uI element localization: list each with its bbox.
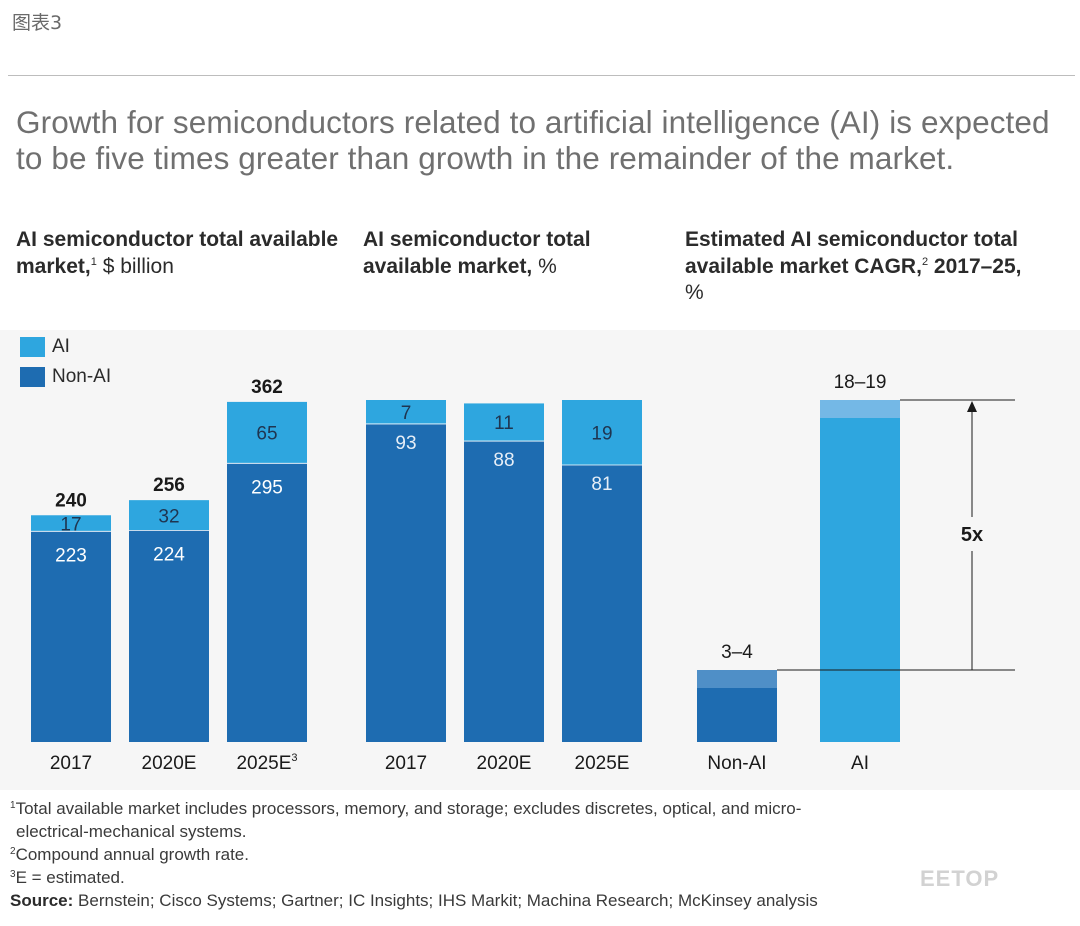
bar-ai — [820, 418, 900, 742]
footnote-1: 1Total available market includes process… — [10, 797, 1075, 820]
footnote-3: 3E = estimated. — [10, 866, 1075, 889]
annotation-background — [946, 517, 998, 551]
annotation-multiplier: 5x — [961, 524, 983, 546]
data-label-range: 18–19 — [834, 372, 887, 393]
data-label-non-ai: 93 — [395, 433, 416, 454]
growth-arrow-head — [967, 401, 977, 412]
data-label-ai: 19 — [591, 423, 612, 444]
bar-range-band-non-ai — [697, 670, 777, 688]
x-tick-label: 2025E3 — [236, 752, 297, 774]
source-line: Source: Bernstein; Cisco Systems; Gartne… — [10, 889, 1075, 912]
watermark: EETOP — [920, 866, 1000, 891]
bar-non-ai — [227, 463, 307, 742]
data-label-ai: 11 — [494, 413, 514, 434]
source-text: Bernstein; Cisco Systems; Gartner; IC In… — [78, 891, 818, 910]
data-label-non-ai: 223 — [55, 545, 87, 566]
data-label-total: 256 — [153, 475, 185, 496]
x-tick-label: AI — [851, 753, 869, 774]
footnotes: 1Total available market includes process… — [10, 797, 1075, 912]
x-tick-label: 2020E — [142, 753, 197, 774]
bar-ai — [227, 401, 307, 464]
panel-title-text: AI semiconductor total available market, — [16, 228, 339, 278]
legend-swatch-non-ai — [20, 367, 45, 387]
legend-label: AI — [52, 336, 70, 357]
divider — [8, 75, 1075, 76]
data-label-range: 3–4 — [721, 642, 753, 663]
footnote-ref: 2 — [921, 255, 929, 268]
x-tick-label: Non-AI — [707, 753, 766, 774]
panel-title-text: AI semiconductor total available market, — [363, 228, 591, 278]
x-tick-label: 2020E — [477, 753, 532, 774]
data-label-non-ai: 88 — [493, 450, 514, 471]
footnote-marker: 3 — [10, 869, 16, 880]
legend-item-ai: AI — [20, 332, 111, 362]
data-label-ai: 17 — [60, 514, 81, 535]
footnote-ref: 1 — [90, 255, 97, 268]
footnote-marker: 1 — [10, 800, 16, 811]
footnote-marker: 2 — [10, 846, 16, 857]
panel-title-unit: % — [538, 254, 557, 278]
bar-non-ai — [366, 423, 446, 742]
chart-headline: Growth for semiconductors related to art… — [16, 104, 1050, 176]
panel-title-cagr: Estimated AI semiconductor total availab… — [685, 227, 1075, 307]
data-label-ai: 65 — [256, 424, 277, 445]
bar-non-ai — [697, 688, 777, 742]
panel-title-market-percent: AI semiconductor total available market,… — [363, 227, 663, 280]
figure-label: 图表3 — [12, 12, 63, 34]
bar-non-ai — [562, 464, 642, 742]
footnote-text: Total available market includes processo… — [15, 799, 802, 818]
data-label-total: 240 — [55, 490, 87, 511]
bar-ai — [129, 500, 209, 531]
legend-label: Non-AI — [52, 366, 112, 387]
bar-ai — [31, 515, 111, 532]
footnote-text: E = estimated. — [15, 868, 125, 887]
data-label-non-ai: 224 — [153, 544, 185, 565]
data-label-total: 362 — [251, 377, 283, 398]
legend: AI Non-AI — [20, 332, 111, 392]
panel-title-market-billion: AI semiconductor total available market,… — [16, 227, 346, 280]
panel-title-unit: $ billion — [102, 254, 174, 278]
x-tick-label: 2017 — [385, 753, 427, 774]
legend-item-non-ai: Non-AI — [20, 362, 111, 392]
panel-title-text: Estimated AI semiconductor total availab… — [685, 228, 1018, 278]
bar-ai — [562, 400, 642, 465]
footnote-2: 2Compound annual growth rate. — [10, 843, 1075, 866]
legend-swatch-ai — [20, 337, 45, 357]
panel-title-text-tail: 2017–25, — [933, 254, 1022, 278]
data-label-non-ai: 81 — [591, 474, 612, 495]
footnote-1-continued: electrical-mechanical systems. — [16, 822, 247, 841]
data-label-ai: 32 — [158, 506, 179, 527]
data-label-non-ai: 295 — [251, 477, 283, 498]
bar-non-ai — [464, 441, 544, 742]
x-tick-label: 2025E — [575, 753, 630, 774]
bar-non-ai — [129, 530, 209, 742]
panel-title-unit: % — [685, 281, 704, 304]
source-label: Source: — [10, 891, 74, 910]
data-label-ai: 7 — [401, 403, 412, 424]
bar-ai — [366, 400, 446, 424]
bar-range-band-ai — [820, 400, 900, 418]
footnote-text: Compound annual growth rate. — [15, 845, 249, 864]
x-tick-label: 2017 — [50, 753, 92, 774]
bar-non-ai — [31, 531, 111, 742]
bar-ai — [464, 403, 544, 442]
